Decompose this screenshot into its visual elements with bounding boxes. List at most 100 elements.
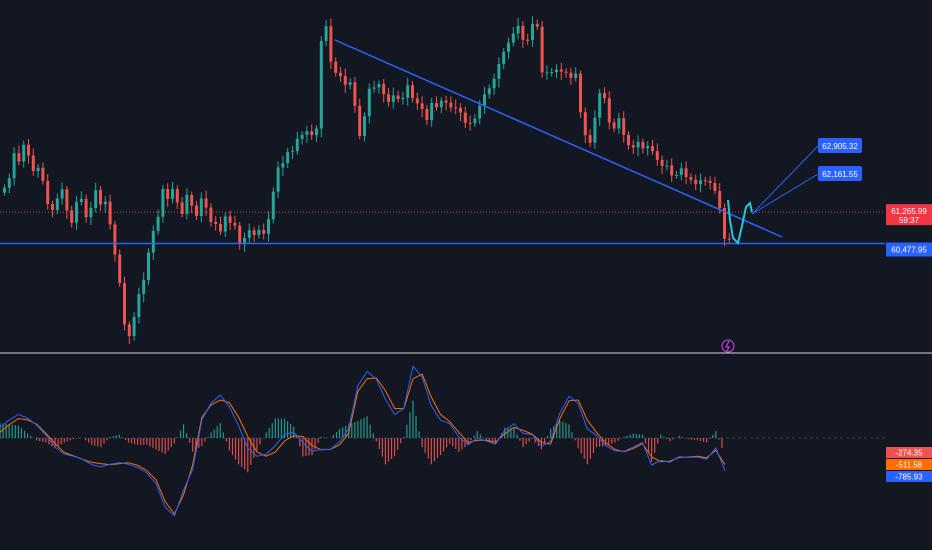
- candle: [487, 88, 491, 95]
- candle: [319, 40, 323, 129]
- macd-axis-label-text: -785.93: [895, 473, 923, 482]
- candle: [713, 182, 717, 191]
- candle: [675, 175, 678, 176]
- candle: [262, 229, 266, 234]
- candle: [51, 204, 54, 210]
- candle: [598, 93, 602, 118]
- price-axis-label-bg: [886, 242, 932, 257]
- candle: [65, 189, 69, 211]
- candle: [233, 222, 237, 226]
- candle: [127, 324, 131, 337]
- candle: [665, 165, 669, 167]
- candle: [84, 198, 88, 218]
- macd-panel[interactable]: [0, 365, 885, 517]
- candle: [27, 144, 30, 156]
- candle: [420, 103, 424, 109]
- candle: [108, 201, 112, 225]
- candle: [243, 237, 246, 244]
- candle: [286, 151, 290, 164]
- signal-line: [0, 373, 726, 515]
- candle: [425, 108, 429, 121]
- candle: [463, 112, 467, 123]
- candle: [324, 26, 328, 41]
- candle: [699, 180, 702, 185]
- candle: [305, 131, 309, 135]
- candle: [555, 69, 558, 72]
- candle: [103, 201, 107, 205]
- candle: [276, 167, 280, 192]
- candle: [252, 230, 256, 236]
- candle: [564, 71, 568, 73]
- candle: [70, 210, 74, 223]
- candle: [703, 180, 707, 182]
- candle: [223, 216, 227, 232]
- candle: [401, 97, 405, 100]
- candle: [521, 25, 525, 40]
- candle: [195, 205, 198, 216]
- candle: [46, 180, 50, 205]
- candle: [391, 95, 395, 102]
- lightning-icon[interactable]: [721, 339, 735, 353]
- candle: [415, 98, 419, 104]
- candle: [295, 138, 299, 152]
- macd-axis-label-text: -511.58: [896, 461, 923, 470]
- candle: [550, 71, 554, 73]
- projection-line[interactable]: [751, 173, 819, 215]
- candle: [497, 64, 501, 79]
- price-label-text: 62,905.32: [822, 142, 858, 151]
- candle: [588, 135, 592, 143]
- projection-path[interactable]: [727, 199, 753, 245]
- candle: [132, 316, 136, 337]
- candle: [540, 26, 544, 73]
- chart-icons[interactable]: [721, 339, 735, 353]
- candle: [113, 224, 117, 255]
- projection-line[interactable]: [751, 145, 819, 215]
- candles: [3, 16, 731, 344]
- candle: [603, 93, 606, 99]
- candle: [694, 179, 698, 185]
- projection-lines[interactable]: [751, 145, 819, 215]
- candle: [79, 198, 83, 203]
- candle: [559, 69, 563, 72]
- candle: [507, 42, 510, 52]
- candle: [22, 144, 26, 162]
- macd-axis-label-bg: [886, 447, 932, 458]
- candle: [449, 102, 453, 108]
- candle: [516, 25, 520, 34]
- candle: [219, 223, 222, 232]
- candle: [459, 107, 462, 113]
- candle: [483, 94, 486, 106]
- candle: [583, 112, 587, 136]
- price-label: 62,161.55: [818, 166, 862, 181]
- candle: [7, 178, 11, 188]
- candle: [708, 180, 712, 183]
- candle: [579, 73, 582, 113]
- candle: [348, 82, 352, 85]
- candle: [612, 122, 616, 129]
- candle: [439, 100, 443, 108]
- candle: [156, 216, 160, 232]
- trendline[interactable]: [334, 39, 783, 238]
- macd-axis-labels: -274.35 -511.58 -785.93: [886, 447, 932, 482]
- candle: [435, 103, 438, 108]
- candle: [17, 153, 21, 162]
- candle: [468, 122, 472, 124]
- candle: [123, 283, 126, 325]
- candle: [531, 23, 534, 41]
- candle: [334, 61, 338, 73]
- candle: [209, 207, 213, 222]
- candle: [214, 221, 218, 224]
- candle: [166, 188, 170, 199]
- candle: [454, 107, 458, 109]
- candle: [607, 98, 611, 123]
- candle: [396, 95, 400, 100]
- candle: [363, 116, 366, 137]
- macd-axis-label-bg: [886, 471, 932, 482]
- candle: [315, 128, 318, 136]
- candle: [502, 51, 506, 65]
- candle: [641, 141, 645, 149]
- price-label: 62,905.32: [818, 138, 862, 153]
- candle: [185, 194, 189, 214]
